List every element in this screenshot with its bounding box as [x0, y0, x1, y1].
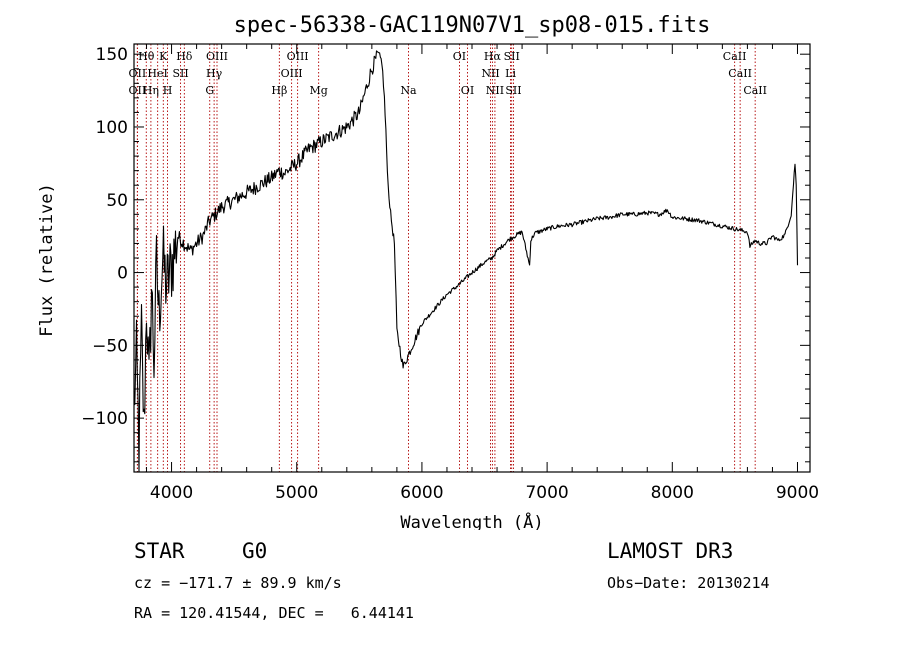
- x-tick-label: 7000: [525, 483, 568, 503]
- spectral-line-label: Hγ: [206, 67, 223, 80]
- spectral-line-label: CaII: [743, 84, 767, 97]
- spectral-line-label: Hδ: [176, 50, 193, 63]
- y-tick-label: 50: [106, 191, 128, 211]
- spectral-line-label: OII: [129, 67, 147, 80]
- spectral-line-label: OIII: [206, 50, 228, 63]
- spectral-line-label: Hη: [143, 84, 159, 97]
- spectral-line-label: Hα: [484, 50, 502, 63]
- y-axis-label: Flux (relative): [37, 183, 57, 337]
- redshift-velocity: cz = −171.7 ± 89.9 km/s: [134, 574, 342, 592]
- spectral-line-label: Hθ: [138, 50, 155, 63]
- object-subclass: G0: [242, 539, 268, 563]
- observation-date: Obs−Date: 20130214: [607, 574, 770, 592]
- plot-frame: [133, 43, 811, 473]
- spectral-line-label: OIII: [287, 50, 309, 63]
- spectral-line-label: OI: [453, 50, 466, 63]
- spectral-line-label: SII: [505, 84, 521, 97]
- chart-title: spec-56338-GAC119N07V1_sp08-015.fits: [234, 13, 711, 38]
- spectrum-series-line: [133, 50, 799, 473]
- spectral-line-label: SII: [172, 67, 188, 80]
- spectral-line-label: OI: [461, 84, 474, 97]
- spectral-line-label: OIII: [281, 67, 303, 80]
- spectral-line-label: CaII: [723, 50, 747, 63]
- spectral-line-label: Li: [505, 67, 516, 80]
- spectral-line-label: NII: [486, 84, 504, 97]
- spectral-line-label: HeI: [147, 67, 167, 80]
- spectral-line-label: CaII: [728, 67, 752, 80]
- spectral-line-label: OII: [129, 84, 147, 97]
- spectral-line-markers: [136, 44, 756, 472]
- spectral-line-label: K: [159, 50, 168, 63]
- spectral-line-label: Mg: [309, 84, 327, 97]
- y-tick-label: 0: [117, 264, 128, 284]
- y-tick-label: 150: [96, 45, 128, 65]
- y-tick-label: −100: [81, 409, 128, 429]
- y-tick-label: 100: [96, 118, 128, 138]
- spectral-line-label: H: [163, 84, 173, 97]
- spectral-line-label: NII: [481, 67, 499, 80]
- x-tick-label: 5000: [275, 483, 318, 503]
- spectral-line-label: Hβ: [271, 84, 287, 97]
- x-tick-label: 8000: [651, 483, 694, 503]
- spectral-line-label: Na: [400, 84, 417, 97]
- spectrum-chart: spec-56338-GAC119N07V1_sp08-015.fits Hθ K…: [37, 13, 819, 530]
- x-tick-label: 9000: [776, 483, 819, 503]
- x-tick-label: 6000: [400, 483, 443, 503]
- survey-name: LAMOST DR3: [607, 539, 734, 563]
- spectral-line-label: G: [205, 84, 214, 97]
- x-tick-label: 4000: [150, 483, 193, 503]
- ra-dec-coordinates: RA = 120.41544, DEC = 6.44141: [134, 604, 414, 622]
- axis-ticks: 4000 5000 6000 7000 8000 9000 −100 −50 0 50 100 150: [81, 44, 819, 503]
- spectral-line-label: SII: [504, 50, 520, 63]
- x-axis-label: Wavelength (Å): [400, 511, 543, 530]
- y-tick-label: −50: [92, 336, 128, 356]
- object-class: STAR: [134, 539, 185, 563]
